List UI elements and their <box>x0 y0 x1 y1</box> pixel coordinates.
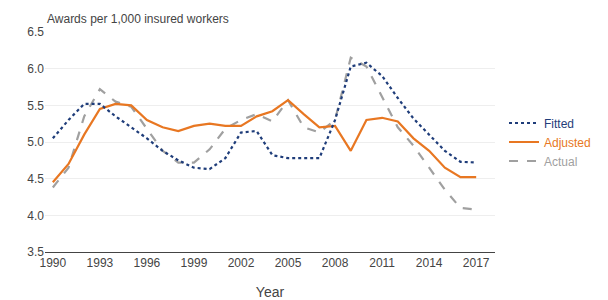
svg-text:2017: 2017 <box>463 256 490 270</box>
svg-text:Adjusted: Adjusted <box>544 136 591 150</box>
svg-text:Year: Year <box>256 284 285 300</box>
svg-text:3.5: 3.5 <box>27 245 44 259</box>
svg-text:2014: 2014 <box>416 256 443 270</box>
svg-text:1996: 1996 <box>134 256 161 270</box>
svg-text:5.5: 5.5 <box>27 99 44 113</box>
svg-text:2008: 2008 <box>322 256 349 270</box>
svg-text:6.0: 6.0 <box>27 62 44 76</box>
svg-text:1990: 1990 <box>39 256 66 270</box>
svg-text:4.5: 4.5 <box>27 172 44 186</box>
svg-text:4.0: 4.0 <box>27 209 44 223</box>
svg-text:Actual: Actual <box>544 155 577 169</box>
svg-text:2011: 2011 <box>369 256 395 270</box>
svg-text:2002: 2002 <box>228 256 255 270</box>
svg-text:1999: 1999 <box>181 256 208 270</box>
svg-text:Awards per 1,000 insured worke: Awards per 1,000 insured workers <box>47 12 229 26</box>
svg-text:2005: 2005 <box>275 256 302 270</box>
svg-text:1993: 1993 <box>87 256 114 270</box>
svg-text:6.5: 6.5 <box>27 25 44 39</box>
svg-text:Fitted: Fitted <box>544 117 574 131</box>
svg-text:5.0: 5.0 <box>27 135 44 149</box>
